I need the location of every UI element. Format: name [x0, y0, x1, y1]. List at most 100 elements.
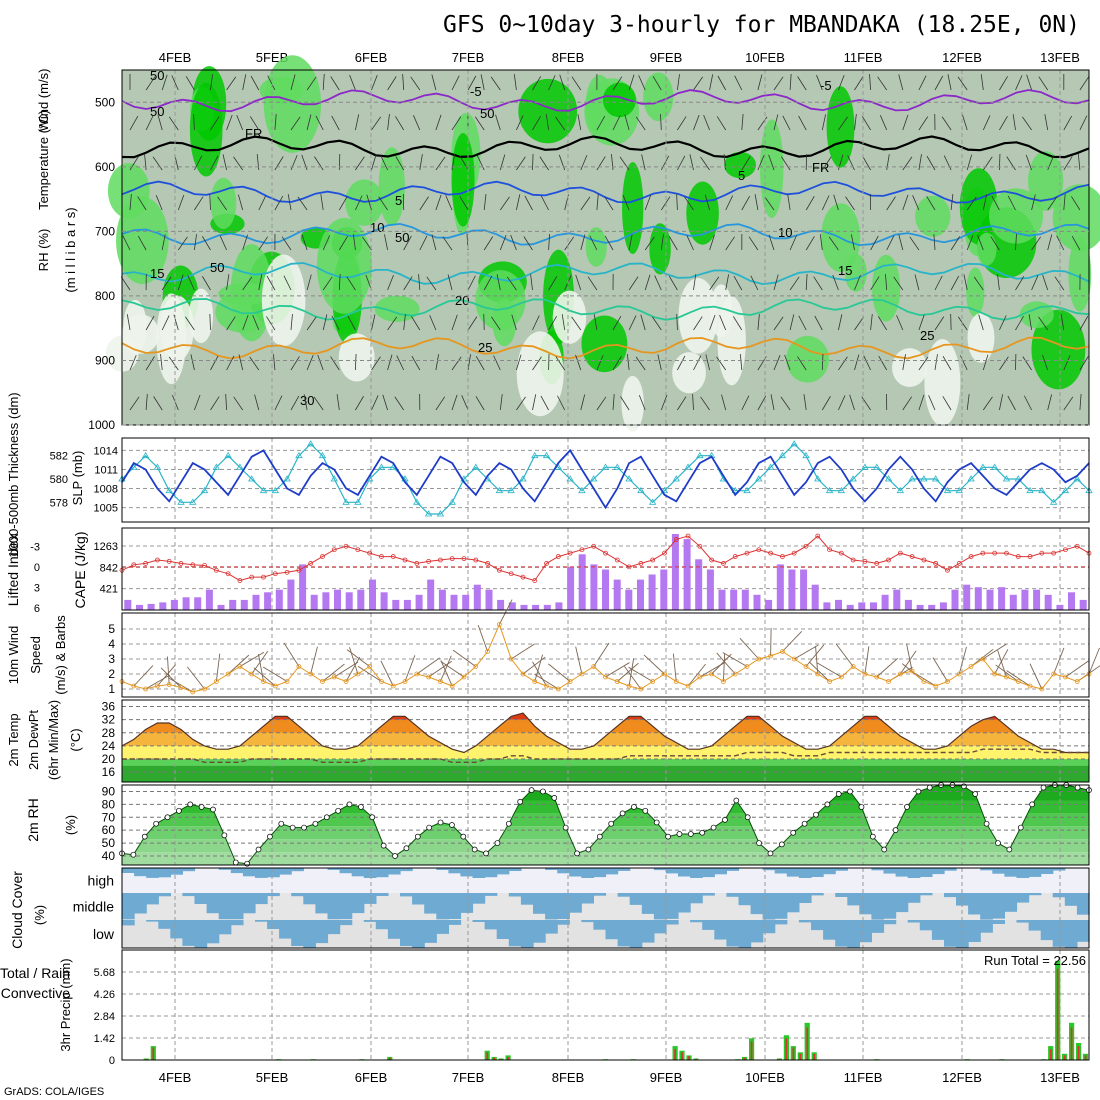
cape-bar: [637, 579, 644, 610]
wind-barb: [926, 196, 936, 211]
wind-barb: [523, 236, 533, 251]
wind-barb: [1079, 356, 1089, 371]
rh-moist-cell: [259, 76, 303, 104]
wind-barb: [918, 116, 929, 131]
wind-barb: [338, 195, 348, 211]
wind-barb: [210, 396, 220, 411]
wind-barb: [431, 234, 437, 251]
rh2m-point: [904, 804, 910, 810]
lifted-point: [261, 574, 266, 580]
cape-bar: [473, 584, 481, 610]
wind10-point: [1004, 674, 1009, 680]
cape-bar: [765, 599, 773, 610]
cloud-cell: [400, 868, 413, 872]
wind-barb: [596, 396, 607, 411]
wind10-point: [485, 649, 490, 654]
lifted-point: [992, 550, 998, 556]
contour-label: 30: [300, 393, 314, 408]
cape-bar: [520, 604, 528, 610]
wind-barb: [966, 394, 970, 411]
cloud-cell: [702, 868, 715, 878]
rh2m-point: [1006, 846, 1013, 853]
cloud-cell: [593, 893, 607, 896]
wind-barb: [1047, 155, 1055, 171]
wind10-point: [909, 668, 915, 674]
wind-barb: [781, 156, 791, 171]
wind-barb: [575, 354, 582, 371]
rh2m-point: [312, 820, 319, 827]
wind-barb: [717, 75, 727, 91]
wind-barb: [483, 194, 487, 211]
wind-barb: [870, 314, 873, 331]
thickness-point: [861, 463, 869, 470]
lifted-point: [237, 578, 243, 583]
cloud-cell: [738, 893, 752, 906]
wind-barb: [676, 193, 678, 211]
cloud-cell: [678, 893, 691, 913]
date-tick-label: 8FEB: [552, 50, 585, 65]
cloud-cell: [907, 868, 921, 878]
wind-barb: [886, 235, 895, 251]
cape-bar: [974, 587, 982, 610]
cape-bar: [939, 602, 947, 610]
wind-barb: [877, 316, 888, 331]
precip-convective-bar: [806, 1027, 809, 1060]
wind-barb: [435, 194, 442, 211]
cloud-cell: [182, 893, 196, 897]
lifted-point: [721, 561, 726, 566]
wind10-point: [438, 679, 443, 684]
wind-barb: [977, 234, 984, 251]
cape-bar: [159, 602, 167, 610]
wind-barb: [703, 115, 710, 131]
wind-barb: [626, 354, 630, 371]
cloud-cell: [690, 868, 703, 878]
wind-barb: [1063, 156, 1073, 171]
contour-label: -5: [820, 78, 832, 93]
wind-barb: [838, 314, 843, 331]
wind-barb: [347, 315, 356, 331]
rh-band: [122, 787, 1089, 801]
rh2m-tick-label: 90: [102, 784, 116, 798]
wind-barb: [577, 114, 582, 131]
cape-bar: [788, 569, 796, 610]
cloud-level-label: middle: [73, 899, 114, 915]
wind-barb: [950, 194, 954, 211]
wind10-barb: [782, 630, 803, 652]
wind10-point: [496, 622, 502, 627]
cape-bar: [823, 602, 831, 610]
wind-barb: [898, 234, 904, 251]
cloud-cell: [218, 868, 232, 870]
date-tick-label: 4FEB: [159, 50, 192, 65]
wind-barb: [355, 396, 364, 411]
lifted-point: [213, 567, 219, 573]
cloud-cell: [1052, 920, 1066, 947]
rh2m-axis-label: 2m RH: [25, 798, 41, 842]
wind10-point: [555, 686, 561, 692]
cape-bar: [322, 592, 330, 610]
wind-barb: [770, 394, 775, 411]
thickness-point: [672, 475, 680, 482]
wind10-barb: [510, 643, 535, 660]
cloud-cell: [907, 893, 921, 903]
wind-barb: [1071, 235, 1081, 251]
wind-barb: [641, 154, 646, 171]
lifted-point: [768, 550, 773, 556]
wind10-point: [1027, 683, 1033, 689]
cloud-cell: [726, 920, 740, 947]
wind10-barb: [1065, 660, 1089, 678]
wind10-point: [520, 671, 526, 677]
date-tick-label: 12FEB: [942, 50, 982, 65]
rh2m-point: [983, 820, 990, 827]
lifted-point: [791, 550, 797, 556]
cloud-cell: [194, 893, 208, 904]
wind-barb: [378, 196, 388, 211]
cloud-cell: [146, 893, 159, 905]
wind-barb: [693, 355, 702, 371]
cape-bar: [392, 599, 400, 610]
wind-barb: [999, 356, 1009, 371]
wind-barb: [387, 354, 393, 371]
lifted-tick-label: 3: [34, 582, 40, 594]
lifted-point: [815, 533, 821, 539]
date-tick-label: 9FEB: [650, 50, 683, 65]
cape-bar: [543, 604, 551, 610]
